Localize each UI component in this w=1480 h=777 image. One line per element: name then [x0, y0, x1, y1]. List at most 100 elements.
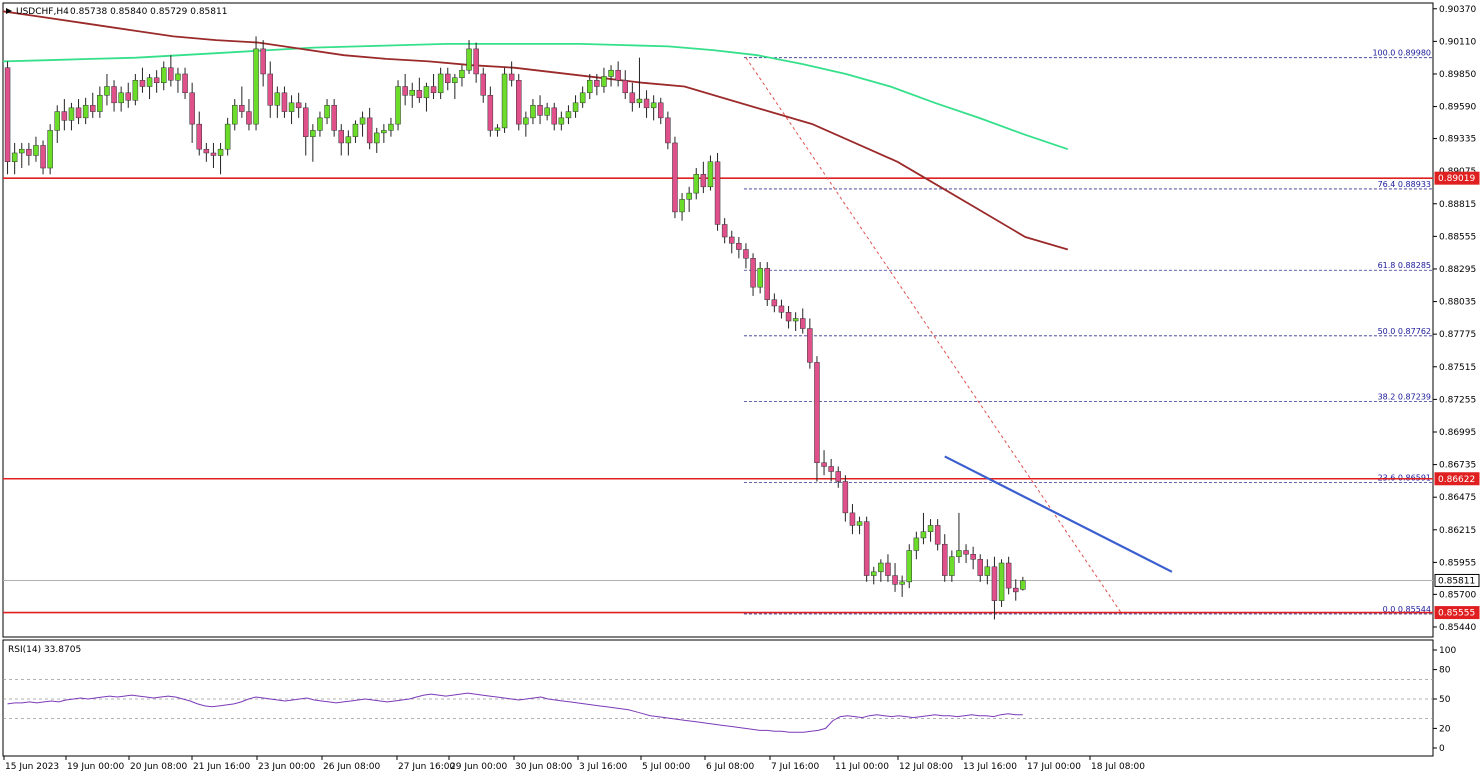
time-tick-label: 15 Jun 2023: [5, 762, 59, 772]
candle-bear: [615, 69, 621, 81]
candle-bull: [871, 571, 877, 576]
candle-bull: [232, 105, 238, 125]
candle-bear: [239, 105, 245, 112]
candle-bear: [977, 559, 983, 576]
time-tick-label: 26 Jun 08:00: [323, 762, 380, 772]
time-tick-label: 17 Jul 00:00: [1027, 762, 1081, 772]
candle-bull: [558, 117, 565, 125]
candle-bear: [246, 111, 252, 125]
price-box-label: 0.89019: [1438, 174, 1475, 184]
candle-bull: [1020, 580, 1026, 590]
time-tick-label: 30 Jun 08:00: [515, 762, 572, 772]
candle-bull: [998, 562, 1005, 601]
candle-bull: [310, 130, 316, 137]
price-tick-label: 0.88555: [1439, 232, 1476, 242]
candle-bear: [736, 243, 742, 250]
price-box: [1434, 472, 1480, 486]
candle-bull: [452, 77, 458, 83]
candle-bull: [288, 102, 295, 112]
candle-bear: [594, 79, 600, 87]
time-tick-label: 7 Jul 16:00: [771, 762, 820, 772]
candle-bull: [523, 117, 529, 125]
candle-bear: [537, 105, 543, 116]
candle-bear: [665, 117, 671, 144]
price-tick-label: 0.89335: [1439, 135, 1476, 145]
candle-bear: [963, 550, 969, 555]
candle-bull: [33, 145, 39, 156]
time-tick-label: 19 Jun 00:00: [67, 762, 124, 772]
candle-bear: [430, 86, 437, 94]
candle-bull: [253, 48, 259, 125]
candle-bull: [636, 98, 643, 104]
candle-bear: [551, 107, 557, 125]
fib-level-label: 61.8 0.88285: [1378, 261, 1431, 270]
candle-bear: [721, 224, 728, 238]
candle-bull: [927, 525, 934, 532]
time-tick-label: 27 Jun 16:00: [398, 762, 455, 772]
candle-bear: [331, 105, 337, 131]
candle-bull: [82, 105, 89, 119]
rsi-tick-label: 0: [1439, 744, 1445, 754]
price-tick-label: 0.86735: [1439, 461, 1476, 471]
candle-bull: [274, 92, 281, 106]
candle-bear: [842, 481, 849, 514]
candle-bull: [54, 111, 60, 131]
candle-bear: [849, 512, 856, 526]
candle-bull: [459, 69, 465, 78]
candle-bear: [863, 521, 870, 576]
time-tick-label: 6 Jul 08:00: [706, 762, 755, 772]
candle-bear: [658, 102, 664, 119]
chart-arrow-icon: [6, 8, 12, 14]
candle-bear: [508, 73, 515, 81]
candle-bull: [381, 130, 387, 134]
candle-bear: [267, 73, 273, 106]
candle-bull: [437, 73, 444, 94]
rsi-tick-label: 50: [1439, 695, 1451, 705]
price-tick-label: 0.86215: [1439, 526, 1476, 536]
candle-bear: [61, 111, 68, 121]
price-tick-label: 0.90370: [1439, 5, 1476, 15]
candle-bear: [714, 161, 721, 225]
time-tick-label: 3 Jul 16:00: [579, 762, 628, 772]
price-tick-label: 0.85440: [1439, 623, 1476, 633]
candle-bull: [409, 90, 415, 96]
price-tick-label: 0.88815: [1439, 200, 1476, 210]
rsi-title: RSI(14) 33.8705: [8, 645, 81, 655]
candle-bull: [104, 86, 110, 96]
time-tick-label: 5 Jul 00:00: [642, 762, 691, 772]
candle-bull: [132, 79, 139, 101]
price-box-label: 0.85811: [1438, 576, 1475, 586]
candle-bear: [672, 142, 678, 213]
price-tick-label: 0.88295: [1439, 265, 1476, 275]
candle-bear: [814, 362, 820, 463]
candle-bull: [494, 127, 501, 131]
candle-bull: [359, 117, 366, 125]
candle-bull: [118, 92, 124, 104]
candle-bull: [565, 111, 572, 119]
rsi-panel: [2, 639, 1434, 757]
candle-bear: [1013, 587, 1019, 593]
candle-bear: [203, 148, 210, 154]
rsi-line: [7, 692, 1023, 733]
candle-bear: [189, 92, 195, 125]
candle-bear: [807, 328, 813, 363]
candle-bear: [75, 107, 82, 119]
candle-bear: [153, 77, 160, 83]
candle-bull: [68, 107, 75, 121]
time-tick-label: 18 Jul 08:00: [1091, 762, 1145, 772]
candle-bull: [19, 148, 25, 154]
candle-bear: [991, 566, 998, 601]
candle-bear: [622, 79, 628, 94]
candle-bear: [942, 543, 948, 576]
fib-diagonal-line: [745, 57, 1123, 615]
candle-bull: [856, 521, 863, 526]
candle-bear: [338, 130, 344, 144]
candle-bear: [196, 123, 202, 150]
candle-bull: [757, 268, 763, 288]
candle-bull: [395, 86, 401, 125]
candle-bear: [168, 67, 174, 81]
candle-bear: [743, 249, 749, 259]
price-box: [1434, 171, 1480, 185]
candle-bear: [295, 102, 302, 109]
rsi-tick-label: 20: [1439, 724, 1451, 734]
